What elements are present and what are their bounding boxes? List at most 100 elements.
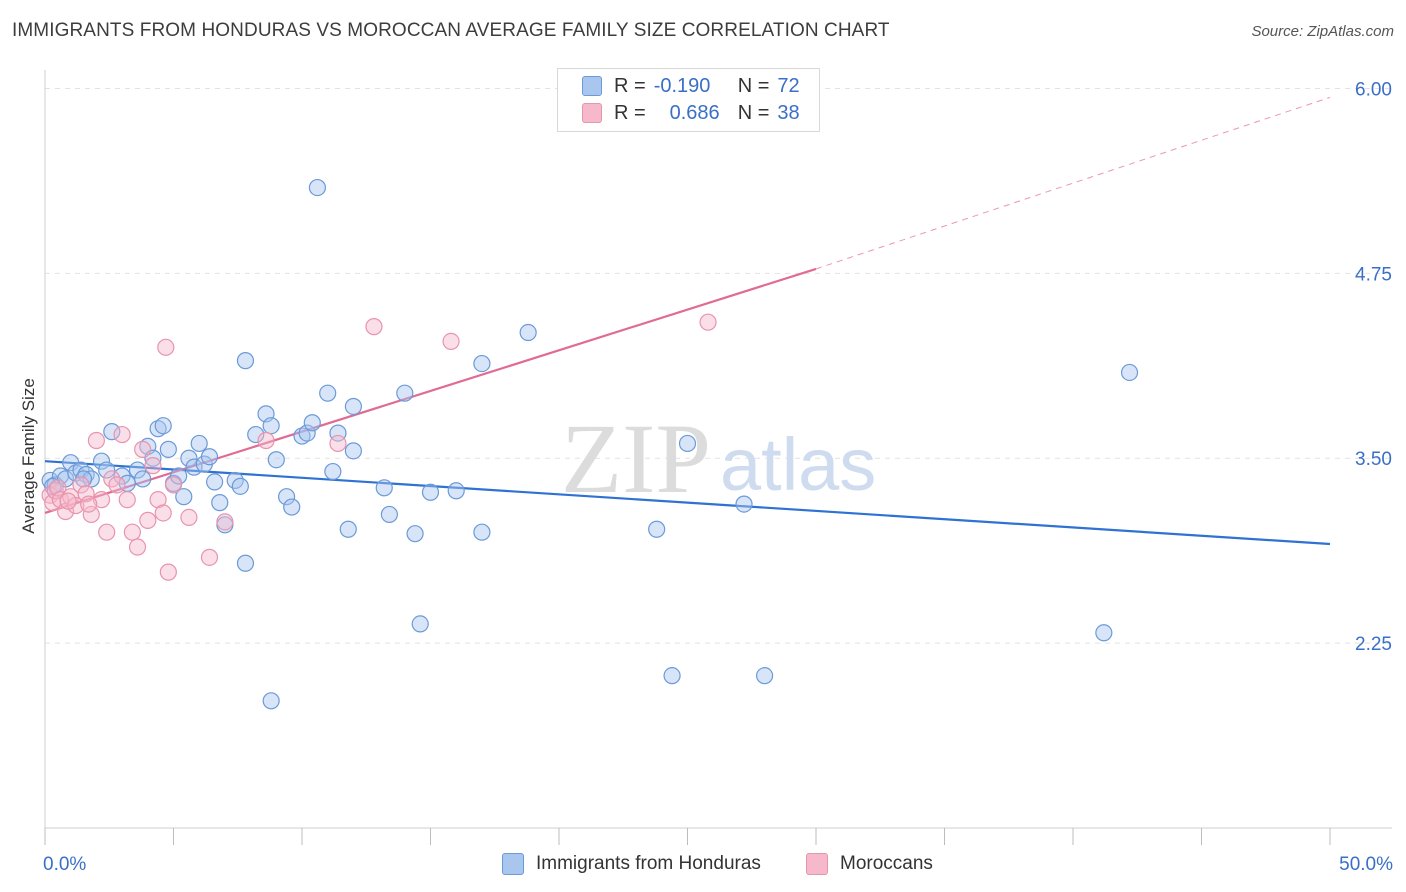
point-honduras-10 xyxy=(98,461,116,479)
point-honduras-22 xyxy=(170,467,188,485)
chart-title: IMMIGRANTS FROM HONDURAS VS MOROCCAN AVE… xyxy=(12,20,890,41)
point-honduras-54 xyxy=(380,505,398,524)
point-honduras-69 xyxy=(1120,363,1139,382)
point-moroccans-28 xyxy=(157,338,175,356)
point-honduras-11 xyxy=(103,423,121,441)
bottom-legend-swatch-blue xyxy=(502,853,524,875)
axes xyxy=(44,70,1392,845)
point-moroccans-15 xyxy=(108,476,126,494)
point-honduras-34 xyxy=(236,554,255,572)
legend-swatch-pink xyxy=(582,103,602,123)
point-moroccans-24 xyxy=(154,504,172,522)
point-honduras-23 xyxy=(175,488,193,506)
legend-r-label: R = xyxy=(614,101,646,124)
legend-n-label: N = xyxy=(737,74,770,97)
point-honduras-20 xyxy=(159,440,177,458)
legend-swatch-blue xyxy=(582,76,602,96)
point-honduras-58 xyxy=(421,483,440,501)
point-honduras-24 xyxy=(180,449,198,467)
y-axis-label: Average Family Size xyxy=(19,378,38,534)
point-honduras-40 xyxy=(267,451,285,469)
point-honduras-45 xyxy=(303,414,321,432)
point-honduras-52 xyxy=(344,442,362,460)
legend-r-value: 0.686 xyxy=(669,101,720,124)
trend-line-honduras xyxy=(44,460,1331,546)
point-honduras-19 xyxy=(154,417,172,435)
x-tick-labels: 0.0% 50.0% xyxy=(43,854,1393,875)
y-tick-label-0: 2.25 xyxy=(1355,634,1392,655)
point-honduras-50 xyxy=(339,520,357,538)
point-honduras-56 xyxy=(406,525,424,543)
bottom-legend-swatch-pink xyxy=(806,853,828,875)
point-honduras-47 xyxy=(319,384,337,402)
point-moroccans-27 xyxy=(180,508,198,527)
point-honduras-33 xyxy=(231,477,249,495)
point-moroccans-16 xyxy=(113,425,131,444)
point-honduras-66 xyxy=(735,495,753,513)
point-moroccans-8 xyxy=(72,476,90,494)
legend: R = -0.190 N = 72 R = 0.686 N = 38 xyxy=(557,68,820,132)
point-moroccans-12 xyxy=(92,491,111,509)
point-moroccans-23 xyxy=(149,491,167,509)
legend-row-honduras: R = -0.190 N = 72 xyxy=(582,73,800,99)
point-honduras-57 xyxy=(411,615,429,633)
watermark-zip: ZIP xyxy=(561,403,711,514)
point-honduras-38 xyxy=(262,417,280,435)
legend-r-value: -0.190 xyxy=(653,74,711,97)
point-moroccans-11 xyxy=(87,431,106,450)
point-honduras-28 xyxy=(200,448,219,466)
point-honduras-15 xyxy=(134,470,152,488)
bottom-legend-label-moroccans: Moroccans xyxy=(840,853,933,874)
point-moroccans-13 xyxy=(98,523,116,541)
point-honduras-18 xyxy=(149,420,167,438)
point-moroccans-36 xyxy=(59,492,77,510)
point-honduras-59 xyxy=(447,482,465,500)
point-honduras-55 xyxy=(396,384,414,402)
y-tick-label-3: 6.00 xyxy=(1355,79,1392,100)
point-moroccans-37 xyxy=(80,495,98,513)
point-moroccans-34 xyxy=(442,332,460,351)
point-honduras-64 xyxy=(663,667,681,685)
point-honduras-61 xyxy=(473,523,491,541)
point-moroccans-29 xyxy=(200,548,219,566)
point-honduras-26 xyxy=(190,434,208,453)
point-moroccans-22 xyxy=(144,457,162,475)
point-honduras-68 xyxy=(1095,624,1113,642)
source-label: Source: ZipAtlas.com xyxy=(1251,23,1394,40)
point-moroccans-30 xyxy=(216,513,234,531)
point-moroccans-35 xyxy=(699,313,717,331)
point-honduras-62 xyxy=(519,323,537,342)
point-moroccans-18 xyxy=(123,523,141,541)
point-honduras-39 xyxy=(262,692,280,710)
point-honduras-53 xyxy=(375,479,393,497)
data-points xyxy=(41,178,1139,710)
trend-line-moroccans xyxy=(44,267,817,515)
trend-line-moroccans-extension xyxy=(815,96,1331,270)
y-tick-labels: 2.25 3.50 4.75 6.00 xyxy=(1355,79,1392,655)
point-honduras-36 xyxy=(247,425,265,444)
legend-n-value: 38 xyxy=(777,101,800,124)
point-honduras-63 xyxy=(648,520,666,538)
trend-lines xyxy=(44,96,1331,546)
legend-n-value: 72 xyxy=(777,74,800,97)
legend-r-label: R = xyxy=(614,74,646,97)
bottom-legend-moroccans: Moroccans xyxy=(806,851,933,877)
point-moroccans-32 xyxy=(329,434,347,453)
y-tick-label-1: 3.50 xyxy=(1355,449,1392,470)
point-moroccans-31 xyxy=(257,431,275,450)
point-honduras-51 xyxy=(344,397,362,416)
point-honduras-60 xyxy=(473,354,491,373)
bottom-legend-label-honduras: Immigrants from Honduras xyxy=(536,853,761,874)
point-moroccans-2 xyxy=(46,482,64,500)
point-honduras-35 xyxy=(236,352,255,370)
point-moroccans-20 xyxy=(134,440,152,458)
point-honduras-46 xyxy=(308,178,327,197)
point-honduras-14 xyxy=(128,461,147,479)
point-moroccans-33 xyxy=(365,318,383,336)
point-moroccans-26 xyxy=(164,476,183,494)
point-moroccans-25 xyxy=(159,563,177,581)
watermark-atlas: atlas xyxy=(720,423,876,506)
legend-row-moroccans: R = 0.686 N = 38 xyxy=(582,100,800,126)
legend-n-label: N = xyxy=(737,101,770,124)
